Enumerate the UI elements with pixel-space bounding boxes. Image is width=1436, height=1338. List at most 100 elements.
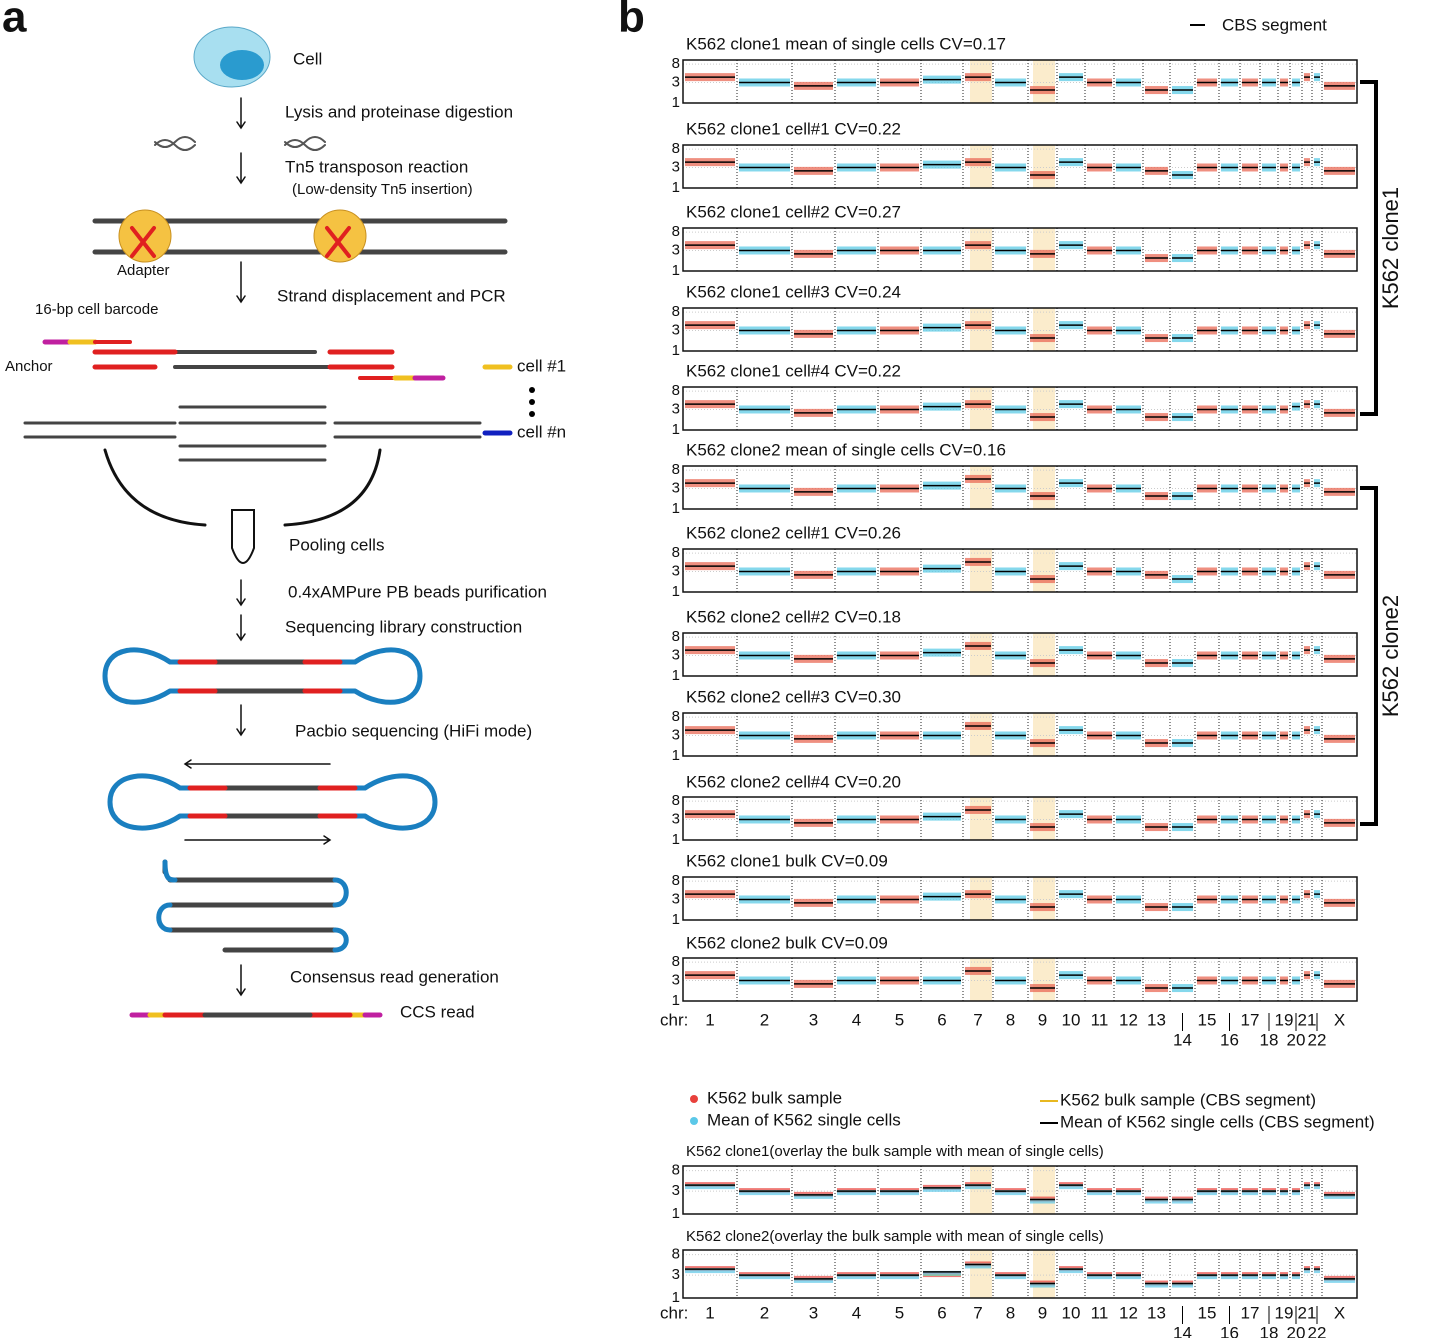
highlight <box>970 549 992 592</box>
copy-number-band <box>1116 1274 1141 1280</box>
legend-label: Mean of K562 single cells <box>707 1110 901 1129</box>
y-tick-label: 3 <box>672 158 680 175</box>
x-tick-label: 13 <box>1147 1010 1166 1029</box>
x-tick-label: 22 <box>1308 1323 1327 1338</box>
highlight <box>1033 633 1055 676</box>
x-tick-label: 21 <box>1298 1303 1317 1322</box>
x-tick-label: 1 <box>705 1010 714 1029</box>
step: Pacbio sequencing (HiFi mode) <box>295 721 532 740</box>
y-tick-label: 1 <box>672 342 680 359</box>
arrows <box>236 97 246 997</box>
x-tick-label: 10 <box>1062 1303 1081 1322</box>
y-tick-label: 8 <box>672 953 680 970</box>
y-tick-label: 3 <box>672 971 680 988</box>
copy-number-band <box>1221 1274 1238 1280</box>
x-tick-label: 3 <box>809 1010 818 1029</box>
copy-number-band <box>1262 1274 1276 1280</box>
panel-a: a Cell Lysis and proteinase digestion Tn… <box>2 0 566 1021</box>
y-tick-label: 1 <box>672 747 680 764</box>
track-frame <box>682 227 1358 272</box>
y-tick-label: 1 <box>672 911 680 928</box>
copy-number-band <box>1314 1184 1320 1190</box>
x-tick-label: 15 <box>1198 1010 1217 1029</box>
y-tick-label: 1 <box>672 262 680 279</box>
step-note: (Low-density Tn5 insertion) <box>292 181 473 198</box>
track-title: K562 clone2 cell#1 CV=0.26 <box>686 523 901 542</box>
x-tick-label: 19 <box>1275 1010 1294 1029</box>
copy-number-band <box>1280 1274 1288 1280</box>
y-tick-label: 8 <box>672 708 680 725</box>
copy-number-band <box>1280 1190 1288 1196</box>
x-tick-label: 20 <box>1287 1323 1306 1338</box>
track-frame <box>682 876 1358 921</box>
legend-label: cell #1 <box>517 356 566 375</box>
highlight <box>1033 549 1055 592</box>
x-tick-label: 7 <box>973 1010 982 1029</box>
y-tick-label: 3 <box>672 646 680 663</box>
x-tick-label: 4 <box>852 1010 861 1029</box>
y-tick-label: 3 <box>672 1182 680 1199</box>
track-title: K562 clone1 cell#3 CV=0.24 <box>686 282 901 301</box>
copy-number-band <box>1314 1268 1320 1274</box>
tn5 <box>313 209 367 263</box>
highlight <box>1033 228 1055 271</box>
copy-number-band <box>1087 1190 1112 1196</box>
highlight <box>970 633 992 676</box>
track-frame <box>682 307 1358 352</box>
x-tick-label: 6 <box>937 1010 946 1029</box>
copy-number-band <box>739 1274 790 1280</box>
step: Sequencing library construction <box>285 617 522 636</box>
copy-number-band <box>880 1274 919 1280</box>
group-label: K562 clone2 <box>1378 595 1403 717</box>
step: Consensus read generation <box>290 967 499 986</box>
copy-number-band <box>794 1277 833 1283</box>
copy-number-band <box>1145 1282 1168 1288</box>
step: Strand displacement and PCR <box>277 286 506 305</box>
step: Lysis and proteinase digestion <box>285 102 513 121</box>
y-tick-label: 8 <box>672 382 680 399</box>
step: CCS read <box>400 1002 475 1021</box>
y-tick-label: 1 <box>672 1205 680 1222</box>
highlight <box>1033 877 1055 920</box>
copy-number-band <box>1197 1274 1217 1280</box>
copy-number-band <box>1116 1190 1141 1196</box>
y-tick-label: 1 <box>672 94 680 111</box>
y-tick-label: 8 <box>672 544 680 561</box>
x-tick-label: 18 <box>1260 1030 1279 1049</box>
highlight <box>970 466 992 509</box>
copy-number-band <box>739 1190 790 1196</box>
label: Anchor <box>5 358 53 375</box>
highlight <box>1033 145 1055 188</box>
track-frame <box>682 548 1358 593</box>
x-tick-label: 5 <box>895 1303 904 1322</box>
legend-label: K562 bulk sample (CBS segment) <box>1060 1090 1316 1109</box>
copy-number-band <box>1262 1190 1276 1196</box>
y-tick-label: 1 <box>672 1289 680 1306</box>
copy-number-band <box>1292 1274 1300 1280</box>
y-tick-label: 3 <box>672 241 680 258</box>
copy-number-band <box>965 1263 991 1269</box>
track-frame <box>682 59 1358 104</box>
x-tick-label: 14 <box>1173 1323 1192 1338</box>
legend-label: cell #n <box>517 422 566 441</box>
x-tick-label: 7 <box>973 1303 982 1322</box>
highlight <box>1033 308 1055 351</box>
x-tick-label: X <box>1334 1010 1345 1029</box>
highlight <box>1033 713 1055 756</box>
y-tick-label: 8 <box>672 792 680 809</box>
copy-number-band <box>880 1190 919 1196</box>
x-tick-label: 12 <box>1119 1303 1138 1322</box>
track-title: K562 clone2(overlay the bulk sample with… <box>686 1228 1104 1245</box>
y-tick-label: 8 <box>672 55 680 72</box>
legend-label: K562 bulk sample <box>707 1088 842 1107</box>
group-label: K562 clone1 <box>1378 187 1403 309</box>
dna <box>154 136 326 151</box>
copy-number-band <box>995 1274 1026 1280</box>
copy-number-band <box>1242 1274 1258 1280</box>
x-tick-label: 4 <box>852 1303 861 1322</box>
highlight <box>1033 1250 1055 1298</box>
copy-number-band <box>1324 1193 1355 1199</box>
x-tick-label: 11 <box>1091 1303 1109 1322</box>
track-title: K562 clone1 cell#1 CV=0.22 <box>686 119 901 138</box>
x-tick-label: 11 <box>1091 1010 1109 1029</box>
